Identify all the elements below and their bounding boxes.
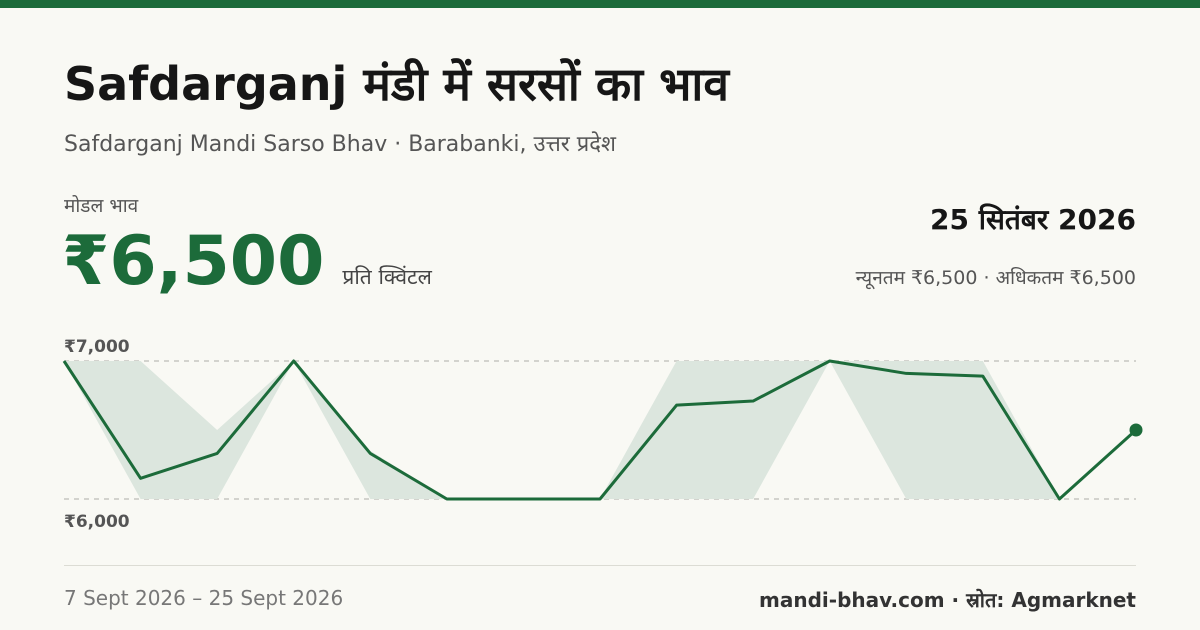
price-date: 25 सितंबर 2026 [930,203,1136,236]
top-accent-bar [0,0,1200,8]
modal-price: ₹6,500 [62,222,325,301]
source-credit: mandi-bhav.com · स्रोत: Agmarknet [759,588,1136,612]
page-title: Safdarganj मंडी में सरसों का भाव [64,57,729,111]
price-unit: प्रति क्विंटल [342,265,432,289]
y-tick-label-6000: ₹6,000 [64,512,130,532]
modal-price-label: मोडल भाव [64,195,139,217]
price-chart: ₹7,000 ₹6,000 [62,337,1143,532]
date-range: 7 Sept 2026 – 25 Sept 2026 [64,586,344,610]
min-max-band [64,361,1136,499]
price-series-line [62,359,1138,501]
min-max-price: न्यूनतम ₹6,500 · अधिकतम ₹6,500 [855,267,1136,289]
page-subtitle: Safdarganj Mandi Sarso Bhav · Barabanki,… [64,132,616,157]
footer-divider [64,565,1136,566]
y-tick-label-7000: ₹7,000 [64,337,130,357]
price-row: ₹6,500 प्रति क्विंटल [62,222,432,301]
latest-price-point [1129,423,1143,437]
